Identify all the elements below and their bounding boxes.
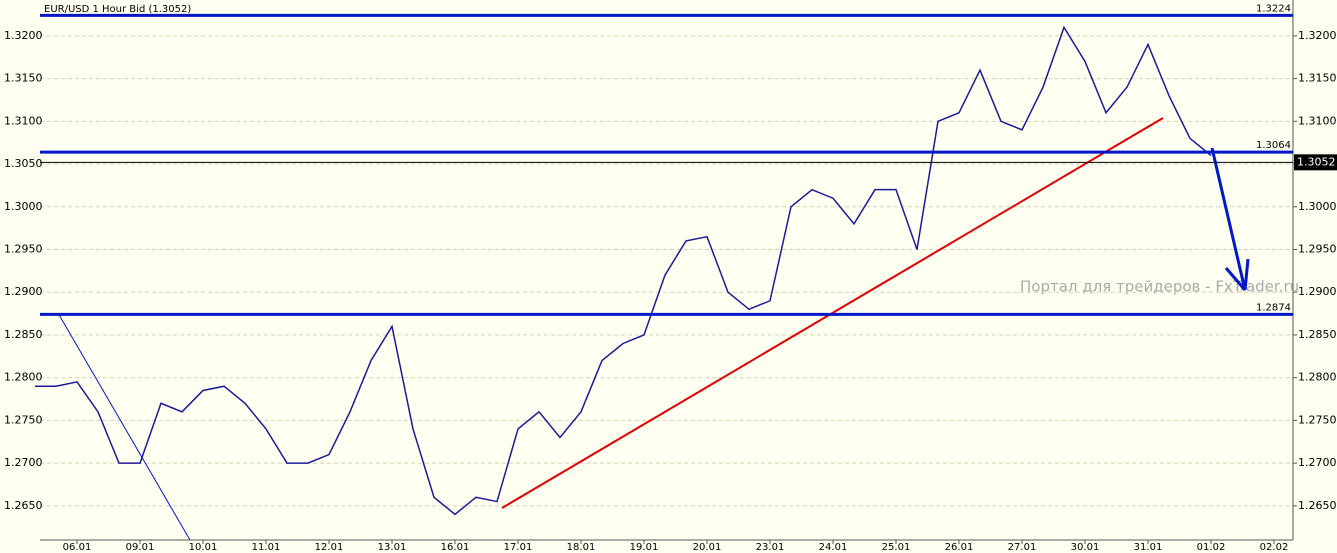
y-tick-label: 1.3000 — [1298, 200, 1337, 213]
x-tick-label: 27.01 — [1008, 542, 1037, 553]
y-tick-label: 1.3150 — [1298, 72, 1337, 85]
y-tick-label: 1.2950 — [1298, 242, 1337, 255]
y-tick-label: 1.2750 — [4, 413, 43, 426]
level-label: 1.3224 — [1256, 3, 1291, 14]
chart-title: EUR/USD 1 Hour Bid (1.3052) — [44, 4, 191, 15]
y-tick-label: 1.2650 — [4, 499, 43, 512]
x-tick-label: 09.01 — [126, 542, 155, 553]
x-tick-label: 25.01 — [882, 542, 911, 553]
x-tick-label: 17.01 — [504, 542, 533, 553]
y-tick-label: 1.3050 — [4, 157, 43, 170]
y-tick-label: 1.3150 — [4, 72, 43, 85]
y-tick-label: 1.2700 — [1298, 456, 1337, 469]
y-tick-label: 1.2700 — [4, 456, 43, 469]
x-tick-label: 13.01 — [378, 542, 407, 553]
x-tick-label: 26.01 — [945, 542, 974, 553]
y-tick-label: 1.3100 — [4, 114, 43, 127]
trend-line — [57, 312, 191, 541]
y-tick-label: 1.2950 — [4, 242, 43, 255]
x-tick-label: 11.01 — [252, 542, 281, 553]
x-tick-label: 06.01 — [63, 542, 92, 553]
y-tick-label: 1.3000 — [4, 200, 43, 213]
x-tick-label: 12.01 — [315, 542, 344, 553]
current-price-label: 1.3052 — [1297, 155, 1336, 168]
plot — [35, 25, 1293, 516]
y-tick-label: 1.3200 — [1298, 29, 1337, 42]
price-line — [35, 25, 1212, 516]
x-tick-label: 30.01 — [1071, 542, 1100, 553]
y-tick-label: 1.2800 — [1298, 371, 1337, 384]
x-tick-label: 19.01 — [630, 542, 659, 553]
x-tick-label: 20.01 — [693, 542, 722, 553]
x-tick-label: 02.02 — [1260, 542, 1289, 553]
y-tick-label: 1.3100 — [1298, 114, 1337, 127]
forecast-arrow — [1210, 147, 1250, 291]
y-tick-label: 1.2900 — [1298, 285, 1337, 298]
y-tick-label: 1.2750 — [1298, 413, 1337, 426]
y-tick-label: 1.2800 — [4, 371, 43, 384]
x-tick-label: 18.01 — [567, 542, 596, 553]
x-tick-label: 24.01 — [819, 542, 848, 553]
y-tick-label: 1.2850 — [4, 328, 43, 341]
y-tick-label: 1.2900 — [4, 285, 43, 298]
y-tick-label: 1.2850 — [1298, 328, 1337, 341]
x-tick-label: 23.01 — [756, 542, 785, 553]
y-tick-label: 1.2650 — [1298, 499, 1337, 512]
current-price-box — [1294, 154, 1337, 171]
level-label: 1.2874 — [1256, 302, 1291, 313]
y-tick-label: 1.3200 — [4, 29, 43, 42]
watermark: Портал для трейдеров - FxTrader.ru — [1020, 278, 1299, 296]
x-tick-label: 10.01 — [189, 542, 218, 553]
x-tick-label: 31.01 — [1134, 542, 1163, 553]
x-tick-label: 01.02 — [1197, 542, 1226, 553]
x-tick-label: 16.01 — [441, 542, 470, 553]
level-label: 1.3064 — [1256, 140, 1291, 151]
